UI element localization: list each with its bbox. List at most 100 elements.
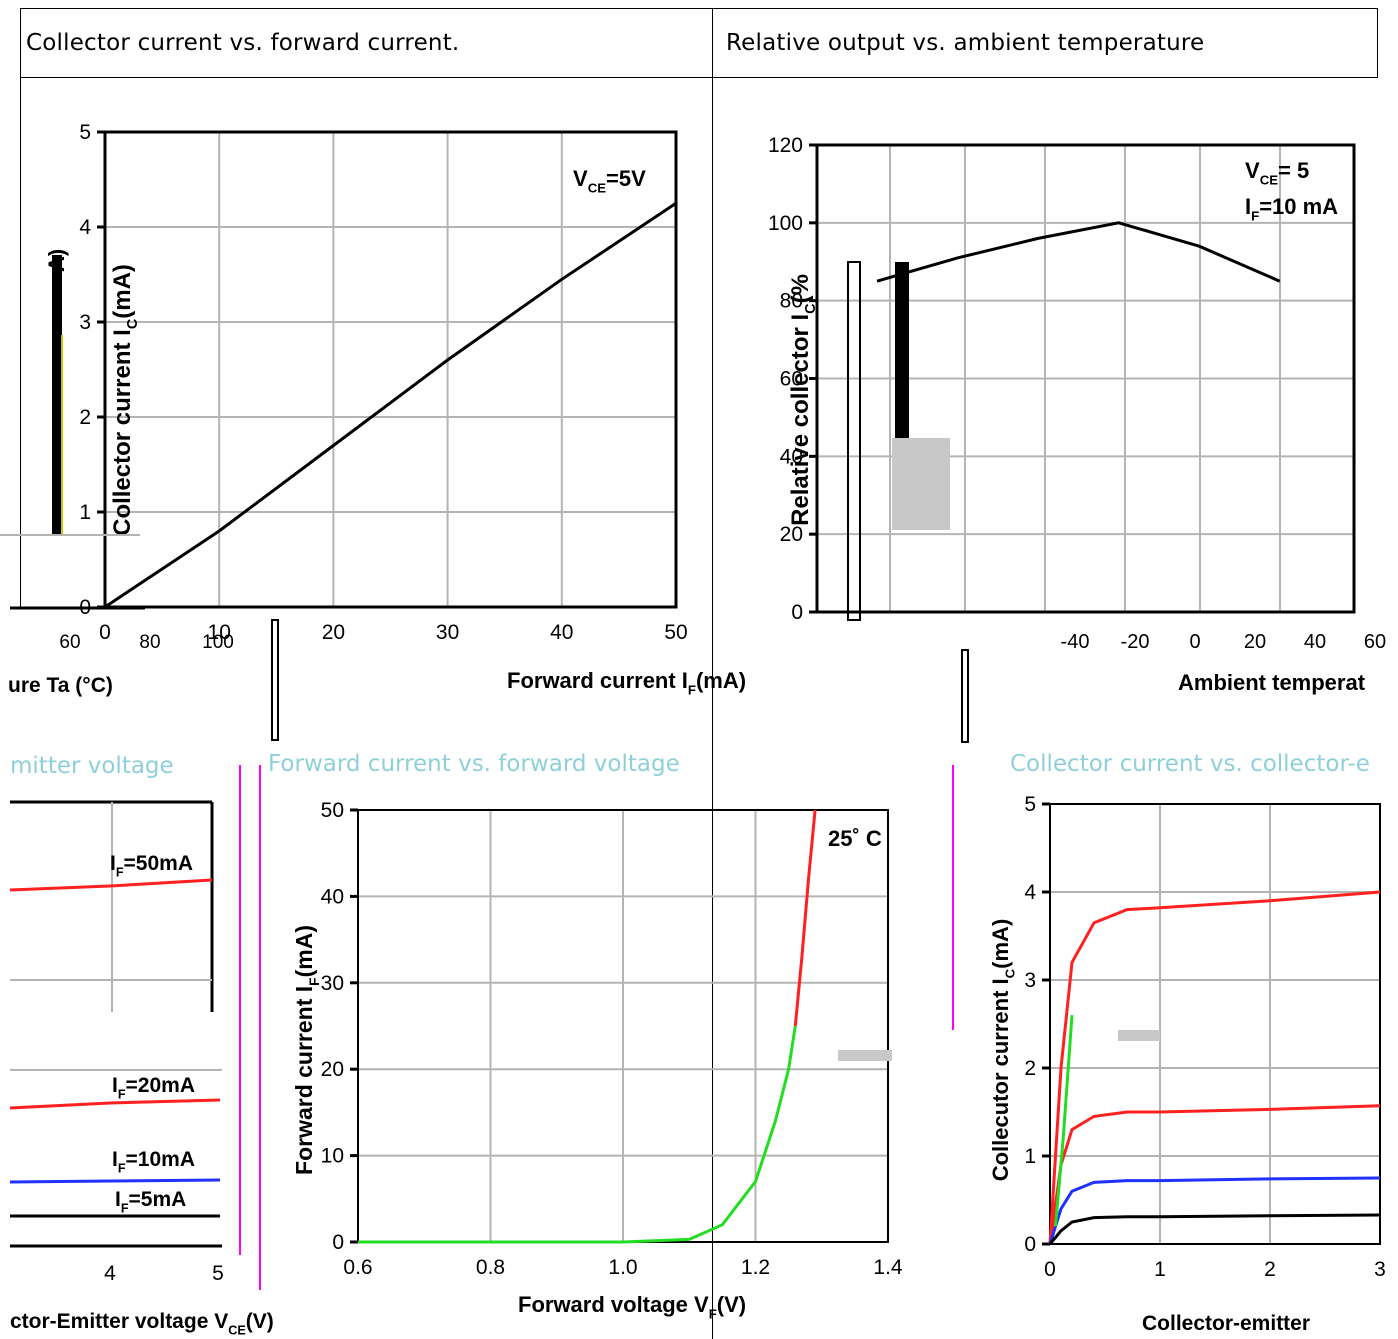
c1-xtick-label: 20 [322, 621, 345, 644]
c3-series-line [793, 809, 817, 1027]
c4-if-label: IF=10mA [112, 1148, 195, 1175]
c2-xtick-label: 0 [1189, 631, 1200, 653]
c4-xtick-label: 5 [212, 1262, 224, 1285]
c1-ylabel: Collector current IC(mA) [109, 264, 141, 536]
fragment-temp-label: ure Ta (°C) [8, 674, 113, 697]
c3-xtick-label: 1.2 [741, 1256, 770, 1279]
c4-if-label: IF=5mA [115, 1188, 186, 1215]
chart-ic-vs-vce: 0 1 2 3 0 1 2 3 4 5 Collecutor current IC(mA) Colle… [952, 765, 1386, 1335]
chart-if-vs-vf: 0.6 0.8 1.0 1.2 1.4 0 10 20 30 40 50 25˚ C Forward v… [291, 799, 903, 1322]
c1-ytick-label: 4 [79, 216, 91, 239]
fragment-tick-80: 80 [139, 632, 160, 653]
header-left-rule [20, 9, 21, 609]
c2-xlabel: Ambient temperat [1178, 670, 1366, 695]
c3-ytick-label: 0 [332, 1231, 344, 1254]
c3-ytick-label: 40 [321, 885, 344, 908]
c3-series-line [358, 1025, 797, 1244]
c5-xtick-label: 0 [1044, 1258, 1056, 1281]
c5-xtick-label: 2 [1264, 1258, 1276, 1281]
fragment-tick-100: 100 [202, 632, 234, 653]
fragment-vbar [271, 619, 279, 741]
c5-xlabel: Collector-emitter [1142, 1312, 1310, 1335]
chart-output-vs-temperature: 0 20 40 60 80 100 120 VCE= 5 IF=10 mA Ambient tem… [768, 134, 1386, 695]
left-header-title: Collector current vs. forward current. [26, 30, 460, 56]
c3-xtick-label: 0.6 [343, 1256, 372, 1279]
c3-xtick-label: 0.8 [476, 1256, 505, 1279]
c5-series-line [1048, 1176, 1381, 1245]
c2-if-annotation: IF=10 mA [1245, 194, 1338, 224]
c1-ytick-label: 2 [79, 406, 91, 429]
c4-if-label: IF=50mA [110, 852, 193, 879]
c2-xtick-label: 20 [1244, 631, 1266, 653]
header-table [20, 8, 1378, 1339]
c5-series-line [1048, 1104, 1381, 1245]
c2-ytick-label: 120 [768, 134, 803, 157]
c3-xlabel: Forward voltage VF(V) [518, 1292, 746, 1322]
c1-xlabel: Forward current IF(mA) [507, 668, 746, 698]
c5-ytick-label: 3 [1024, 969, 1036, 992]
c5-ytick-label: 5 [1024, 793, 1036, 816]
c3-ylabel: Forward current IF(mA) [291, 925, 322, 1175]
c2-ytick-label: 40 [780, 445, 803, 468]
fragment-tick-60: 60 [59, 632, 80, 653]
section-title-collector-emitter: Collector current vs. collector-e [1010, 751, 1370, 777]
c5-series-line [1048, 890, 1381, 1245]
c1-xtick-label: 30 [436, 621, 459, 644]
c1-series-line [104, 202, 677, 609]
fragment-unit-label: A) [44, 249, 69, 272]
c3-temp-annotation: 25˚ C [828, 826, 882, 851]
c2-xtick-label: -40 [1061, 631, 1090, 653]
c1-frame [103, 130, 678, 609]
c2-black-bar [895, 262, 909, 442]
c4-10ma-line [9, 1178, 221, 1184]
c5-xtick-label: 3 [1374, 1258, 1386, 1281]
c4-if-label: IF=20mA [112, 1074, 195, 1101]
c2-gray-block [892, 438, 950, 530]
fragment-vbar [847, 261, 861, 621]
c4-xlabel: ctor-Emitter voltage VCE(V) [10, 1310, 274, 1337]
c3-ytick-label: 50 [321, 799, 344, 822]
c1-vce-annotation: VCE=5V [573, 166, 646, 196]
c3-gray-block [838, 1050, 892, 1061]
c2-xtick-label: 60 [1364, 631, 1386, 653]
section-title-forward: Forward current vs. forward voltage [268, 751, 680, 777]
c3-ytick-label: 30 [321, 972, 344, 995]
c3-ytick-label: 10 [321, 1145, 344, 1168]
c1-ytick-label: 3 [79, 311, 91, 334]
right-header-title: Relative output vs. ambient temperature [726, 30, 1205, 56]
c5-gray-block [1118, 1030, 1160, 1041]
c5-ytick-label: 0 [1024, 1233, 1036, 1256]
c2-xtick-label: 40 [1304, 631, 1326, 653]
chart-ic-vs-vce-partial: IF=50mA IF=20mA IF=10mA IF=5mA 4 5 ctor-Emitte… [9, 765, 274, 1337]
c1-xtick-label: 0 [99, 621, 111, 644]
c5-ylabel: Collecutor current IC(mA) [988, 919, 1018, 1182]
c1-ytick-label: 5 [79, 121, 91, 144]
c3-ytick-label: 20 [321, 1058, 344, 1081]
c2-ytick-label: 0 [791, 601, 803, 624]
fragment-vbar [961, 649, 969, 743]
section-title-emitter-voltage: mitter voltage [10, 753, 174, 779]
c4-20ma-line [9, 1098, 221, 1110]
c2-ytick-label: 60 [780, 368, 803, 391]
c5-ytick-label: 4 [1024, 881, 1036, 904]
c5-ytick-label: 2 [1024, 1057, 1036, 1080]
fragment-black-bar [52, 255, 62, 535]
c4-50ma-line [9, 878, 213, 892]
c2-ytick-label: 100 [768, 212, 803, 235]
c5-series-line [1048, 1213, 1381, 1245]
c1-xtick-label: 40 [550, 621, 573, 644]
c2-ytick-label: 20 [780, 523, 803, 546]
c5-green-line [1054, 1015, 1074, 1227]
c1-ytick-label: 1 [79, 501, 91, 524]
c5-ytick-label: 1 [1024, 1145, 1036, 1168]
c3-xtick-label: 1.4 [873, 1256, 903, 1279]
c2-ytick-label: 80 [780, 290, 803, 313]
header-divider [712, 9, 713, 1339]
c1-xtick-label: 10 [208, 621, 231, 644]
c2-xtick-label: -20 [1121, 631, 1150, 653]
c5-frame [1049, 803, 1381, 1245]
c2-vce-annotation: VCE= 5 [1245, 158, 1309, 188]
